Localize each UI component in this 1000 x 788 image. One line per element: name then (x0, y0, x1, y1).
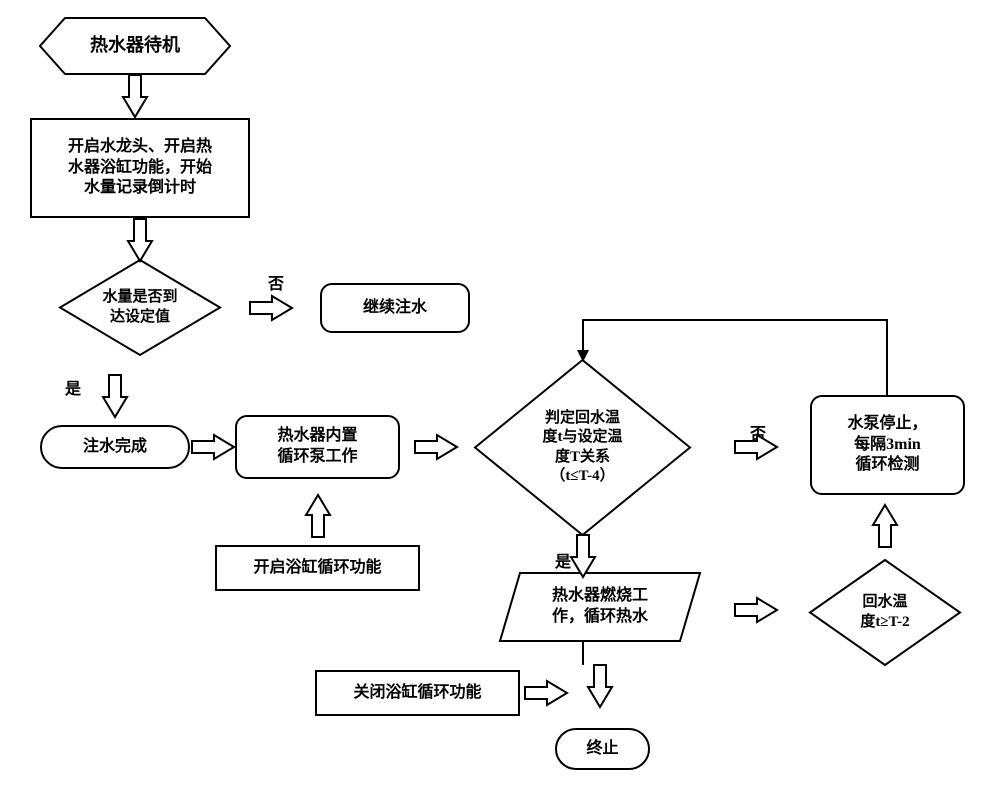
node-end-label: 终止 (586, 739, 618, 760)
label-no1: 否 (268, 270, 284, 294)
node-closecirc-label: 关闭浴缸循环功能 (353, 683, 481, 704)
node-burn (500, 573, 700, 641)
node-continue: 继续注水 (320, 283, 470, 333)
node-filldone-label: 注水完成 (83, 437, 147, 458)
node-pump: 热水器内置循环泵工作 (235, 415, 400, 479)
node-continue-label: 继续注水 (363, 298, 427, 319)
node-opencirc-label: 开启浴缸循环功能 (253, 558, 381, 579)
node-opencirc: 开启浴缸循环功能 (215, 545, 420, 591)
node-start (40, 18, 230, 74)
node-filldone: 注水完成 (40, 425, 190, 469)
node-pump-label: 热水器内置循环泵工作 (277, 426, 357, 468)
node-open: 开启水龙头、开启热水器浴缸功能，开始水量记录倒计时 (30, 118, 250, 218)
label-no2: 否 (750, 420, 766, 444)
node-closecirc: 关闭浴缸循环功能 (315, 670, 520, 716)
node-qreturn (810, 560, 960, 665)
node-qwater (60, 260, 220, 355)
node-end: 终止 (555, 728, 650, 770)
label-yes1: 是 (65, 375, 81, 399)
label-yes2: 是 (555, 548, 571, 572)
node-pumpstop: 水泵停止，每隔3min循环检测 (810, 395, 965, 495)
node-qtemp (475, 360, 690, 535)
node-open-label: 开启水龙头、开启热水器浴缸功能，开始水量记录倒计时 (68, 137, 212, 199)
node-pumpstop-label: 水泵停止，每隔3min循环检测 (847, 414, 927, 476)
